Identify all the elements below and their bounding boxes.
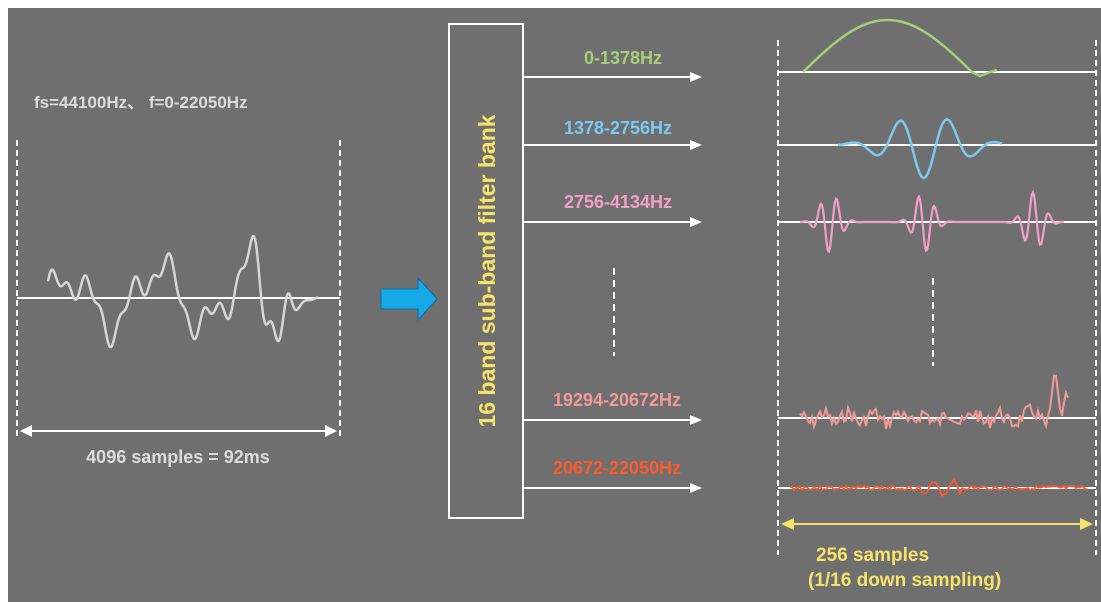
band-label-3: 19294-20672Hz bbox=[553, 390, 681, 410]
band-arrow-3 bbox=[523, 415, 702, 425]
input-duration-label: 4096 samples = 92ms bbox=[86, 447, 270, 467]
band-label-1: 1378-2756Hz bbox=[564, 118, 672, 138]
output-note-label: (1/16 down sampling) bbox=[808, 570, 1001, 591]
band-arrow-0 bbox=[523, 72, 702, 82]
output-span-left-arrowhead bbox=[781, 518, 794, 530]
band-label-0: 0-1378Hz bbox=[584, 48, 662, 68]
band-arrow-1 bbox=[523, 140, 702, 150]
output-span-right-arrowhead bbox=[1080, 518, 1093, 530]
band-label-2: 2756-4134Hz bbox=[564, 192, 672, 212]
input-waveform bbox=[46, 234, 319, 349]
filter-bank-label: 16 band sub-band filter bank bbox=[474, 114, 500, 427]
diagram-background bbox=[8, 8, 1101, 602]
band-arrow-2 bbox=[523, 217, 702, 227]
input-header: fs=44100Hz、 f=0-22050Hz bbox=[34, 93, 248, 112]
output-waveform-4 bbox=[789, 477, 1089, 498]
flow-arrow-icon bbox=[380, 276, 438, 322]
output-waveform-0 bbox=[802, 18, 998, 78]
input-span-left-arrowhead bbox=[20, 425, 32, 437]
output-waveform-1 bbox=[837, 118, 1003, 180]
filter-bank-box bbox=[448, 23, 524, 519]
band-arrow-4 bbox=[523, 483, 702, 493]
output-samples-label: 256 samples bbox=[816, 545, 929, 566]
output-waveform-2 bbox=[799, 189, 1064, 254]
input-span-right-arrowhead bbox=[325, 425, 337, 437]
band-label-4: 20672-22050Hz bbox=[553, 458, 681, 478]
output-waveform-3 bbox=[799, 374, 1069, 431]
